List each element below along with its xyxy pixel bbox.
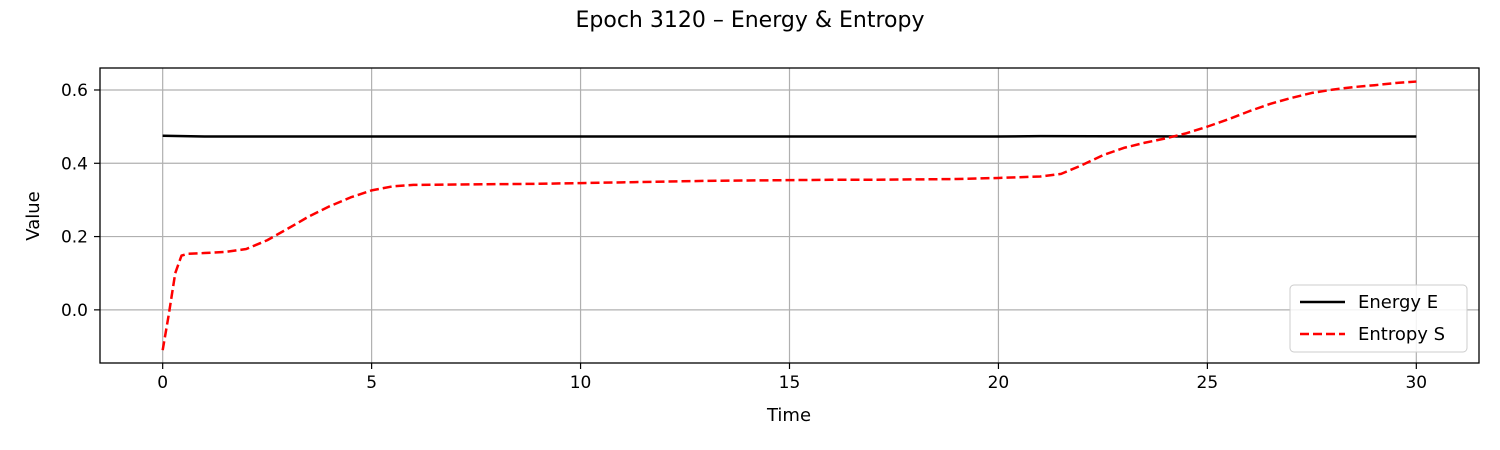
y-tick-label: 0.2 [61,228,88,248]
x-tick-label: 10 [570,373,592,393]
chart-title: Epoch 3120 – Energy & Entropy [576,8,925,33]
series-line-entropy [161,80,1417,351]
x-tick-label: 30 [1405,373,1427,393]
x-tick-label: 20 [988,373,1010,393]
x-axis-title: Time [766,405,811,426]
ticks: 0 5 10 15 20 25 30 0.0 0.2 0.4 0.6 [61,81,1427,393]
x-tick-label: 0 [157,373,168,393]
x-tick-label: 15 [779,373,801,393]
y-tick-label: 0.0 [61,301,88,321]
series-layer [161,80,1417,351]
x-tick-label: 5 [366,373,377,393]
y-tick-label: 0.6 [61,81,88,101]
legend-label-entropy: Entropy S [1358,324,1445,345]
x-tick-label: 25 [1197,373,1219,393]
y-axis-title: Value [23,191,44,240]
series-line-energy [162,134,1417,138]
legend: Energy E Entropy S [1289,284,1468,353]
grid [100,68,1479,363]
legend-label-energy: Energy E [1358,292,1438,313]
y-tick-label: 0.4 [61,154,88,174]
